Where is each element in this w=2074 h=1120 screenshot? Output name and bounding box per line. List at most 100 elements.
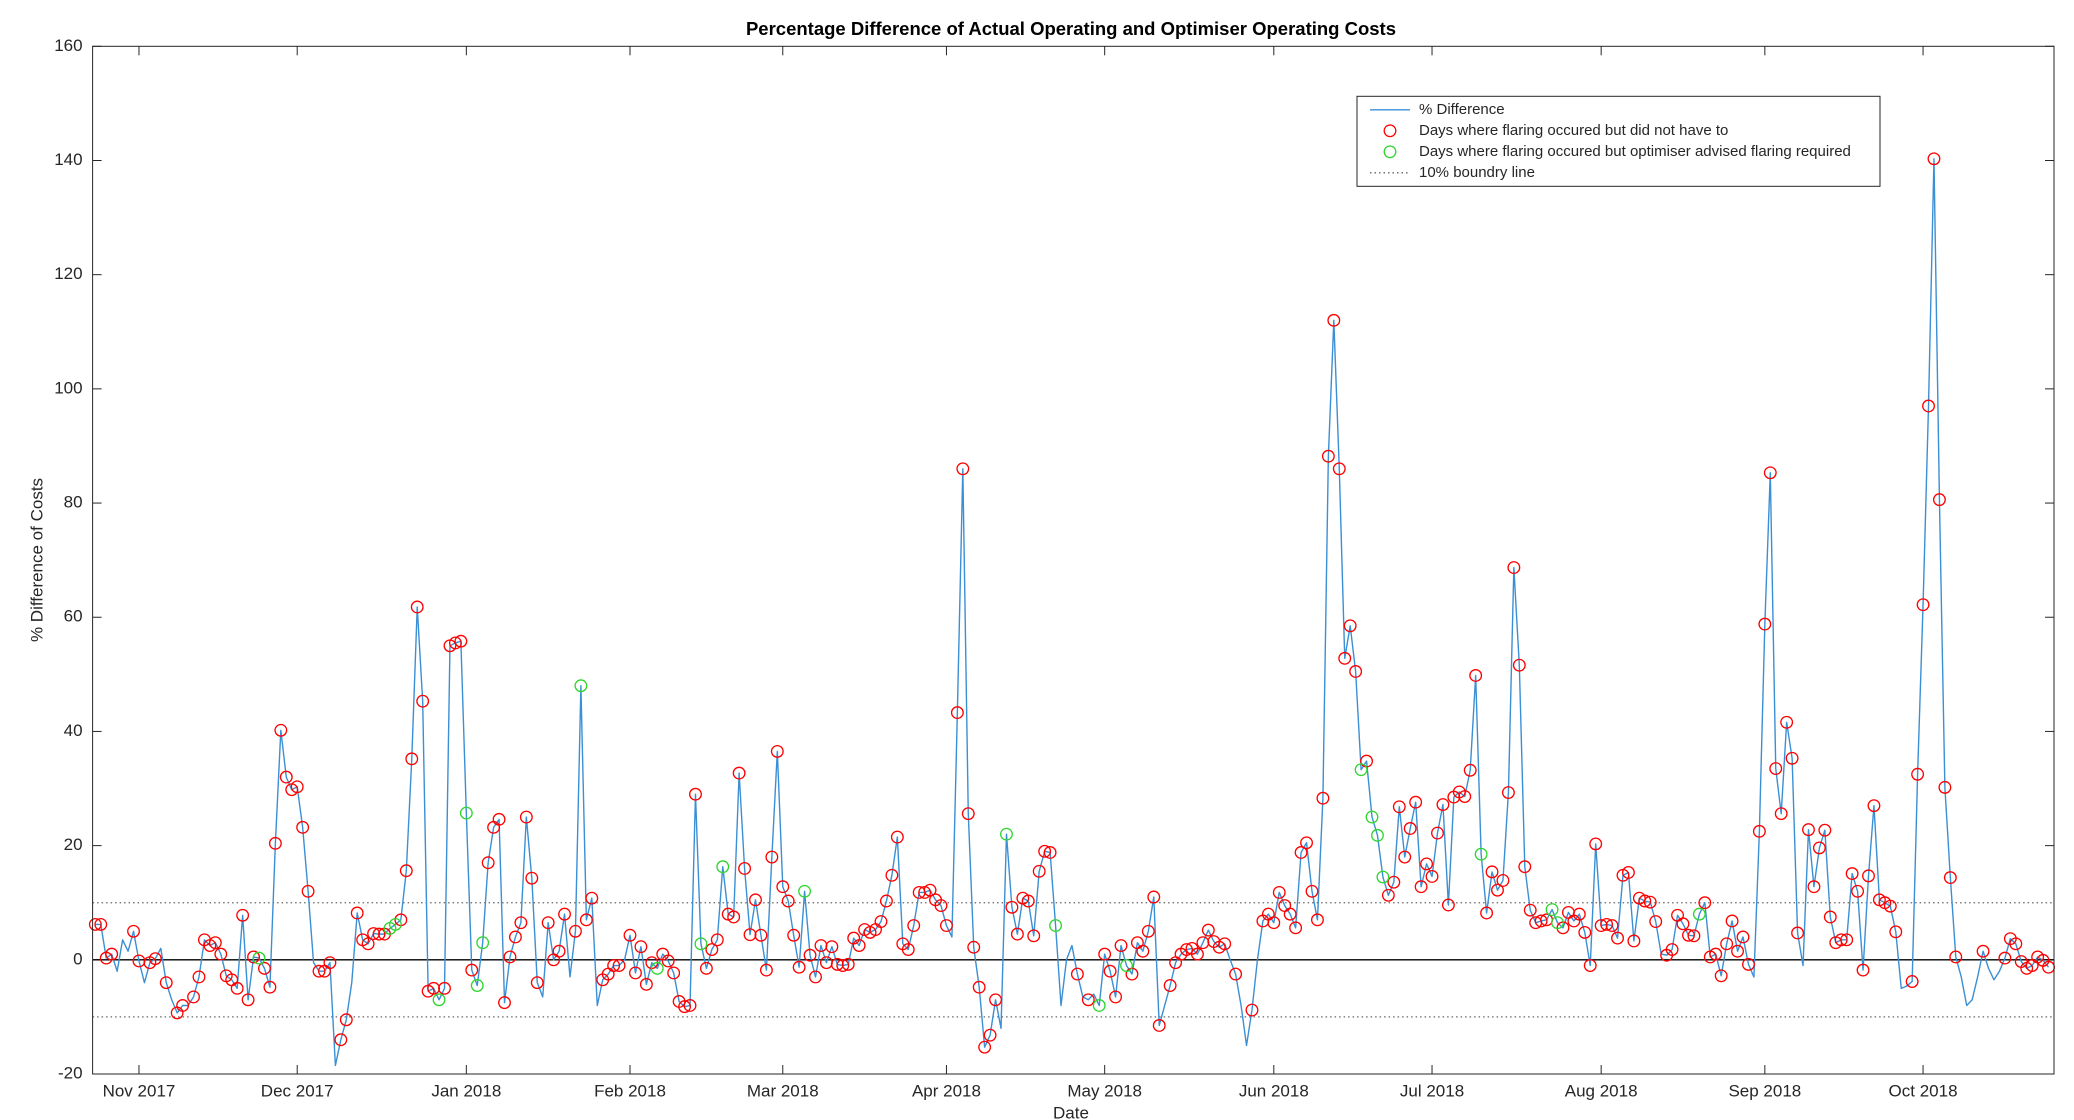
data-point [1627, 934, 1641, 948]
data-point [1070, 967, 1084, 981]
data-point [940, 919, 953, 933]
data-point [296, 820, 310, 834]
y-tick-label: 120 [54, 264, 82, 283]
x-tick-label: Sep 2018 [1728, 1081, 1801, 1100]
data-point [208, 936, 222, 950]
data-point [787, 928, 801, 942]
data-point [1398, 850, 1412, 864]
data-point [1147, 890, 1161, 904]
data-point [956, 462, 970, 476]
data-point [105, 947, 119, 961]
data-point [1578, 925, 1592, 939]
x-axis-label: Date [1053, 1103, 1089, 1120]
data-point [776, 880, 790, 894]
data-point [1376, 870, 1390, 884]
data-point [454, 634, 468, 648]
data-point [1338, 651, 1352, 665]
data-point [148, 952, 162, 966]
data-point [1321, 449, 1335, 463]
data-point [1856, 963, 1870, 977]
data-point [803, 948, 817, 962]
data-point [1916, 598, 1930, 612]
x-tick-label: May 2018 [1067, 1081, 1142, 1100]
data-point [94, 917, 108, 931]
data-point [187, 990, 200, 1004]
data-point [1889, 925, 1903, 939]
data-point [247, 950, 260, 964]
data-point [972, 980, 986, 994]
data-point [961, 807, 975, 821]
data-point [312, 964, 326, 978]
data-point [405, 752, 419, 766]
data-point [579, 913, 593, 927]
data-point [127, 924, 140, 938]
data-point [639, 977, 653, 991]
data-point [1594, 919, 1608, 933]
data-point [1491, 883, 1504, 897]
legend: % Difference Days where flaring occured b… [1356, 95, 1881, 187]
x-tick-label: Feb 2018 [594, 1081, 666, 1100]
data-point [416, 694, 430, 708]
data-point [1441, 898, 1455, 912]
data-point [372, 927, 386, 941]
data-point [705, 943, 719, 956]
data-point [1905, 975, 1919, 988]
data-point [629, 966, 642, 980]
x-tick-label: Dec 2017 [261, 1081, 334, 1100]
data-point [934, 899, 948, 913]
data-point [1098, 947, 1112, 961]
data-point [1911, 767, 1925, 781]
data-point [689, 787, 702, 801]
data-point [1682, 928, 1695, 942]
data-point [1752, 824, 1766, 838]
data-point [1414, 880, 1428, 894]
data-point [1698, 896, 1712, 910]
data-point [1523, 903, 1537, 917]
data-point [1294, 846, 1308, 859]
data-point [1507, 561, 1521, 575]
data-point [1802, 823, 1815, 837]
data-point [901, 943, 915, 956]
data-point [1862, 869, 1875, 883]
data-point [1109, 990, 1123, 1004]
data-point [1976, 944, 1990, 958]
data-point [274, 723, 288, 737]
data-point [1676, 917, 1690, 931]
data-point [1152, 1019, 1166, 1032]
data-point [1621, 866, 1635, 879]
data-point [1043, 846, 1057, 859]
data-point [770, 744, 784, 758]
x-tick-label: Mar 2018 [747, 1081, 819, 1100]
data-point [1305, 884, 1319, 898]
data-point [950, 706, 964, 720]
data-point [1927, 152, 1941, 166]
data-point [710, 933, 724, 947]
data-point [470, 979, 484, 992]
data-point [438, 981, 451, 995]
data-point [1190, 947, 1204, 961]
data-point [230, 981, 244, 995]
data-point [1665, 943, 1679, 956]
data-point [694, 937, 708, 951]
data-point [367, 927, 381, 940]
data-point [1387, 875, 1401, 889]
data-point [568, 924, 582, 938]
data-point [923, 883, 937, 897]
data-point [448, 636, 462, 650]
data-point [1943, 871, 1957, 885]
data-point [1218, 937, 1232, 951]
data-point [1283, 907, 1297, 921]
data-point [1403, 822, 1417, 835]
data-point [268, 836, 282, 850]
data-point [1114, 939, 1128, 952]
data-point [1103, 964, 1117, 978]
data-point [1785, 751, 1799, 765]
data-point [1081, 993, 1095, 1007]
data-point [1000, 827, 1013, 841]
data-point [1938, 780, 1952, 794]
data-point [732, 766, 746, 780]
data-point [1436, 798, 1450, 811]
data-point [1229, 967, 1243, 981]
